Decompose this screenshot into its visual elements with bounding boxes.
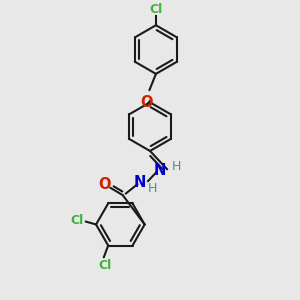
Text: H: H bbox=[171, 160, 181, 173]
Text: O: O bbox=[99, 177, 111, 192]
Text: Cl: Cl bbox=[99, 259, 112, 272]
Text: Cl: Cl bbox=[149, 3, 163, 16]
Text: N: N bbox=[134, 175, 146, 190]
Text: H: H bbox=[148, 182, 157, 194]
Text: Cl: Cl bbox=[70, 214, 84, 226]
Text: N: N bbox=[154, 163, 166, 178]
Text: O: O bbox=[140, 94, 153, 110]
